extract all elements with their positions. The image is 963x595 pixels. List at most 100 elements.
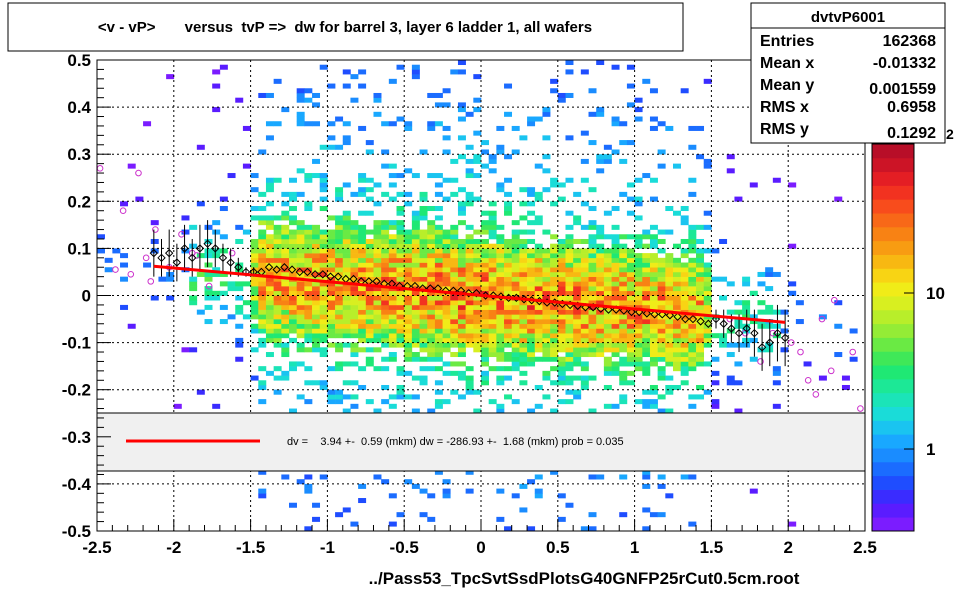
heat-cell xyxy=(565,69,574,75)
heat-cell xyxy=(519,201,528,207)
axes-layer: -2.5 -2 -1.5 -1 -0.5 0 0.5 1 1.5 2 2.5-0.5-0.4-0.3… xyxy=(62,51,877,557)
heat-cell xyxy=(542,356,551,362)
heat-cell xyxy=(358,300,367,306)
heat-cell xyxy=(319,182,328,188)
heat-cell xyxy=(281,286,290,292)
heat-cell xyxy=(388,253,397,259)
heat-cell xyxy=(511,323,520,329)
heat-cell xyxy=(504,154,513,160)
heat-cell xyxy=(726,168,735,174)
heat-cell xyxy=(680,248,689,254)
heat-cell xyxy=(496,286,505,292)
profile-point xyxy=(780,333,790,343)
heat-cell xyxy=(173,403,182,409)
heat-cell xyxy=(611,238,620,244)
outlier-point xyxy=(757,358,764,365)
heat-cell xyxy=(680,366,689,372)
heat-cell xyxy=(319,352,328,358)
heat-cell xyxy=(657,366,666,372)
heat-cell xyxy=(312,271,321,277)
heat-cell xyxy=(588,234,597,240)
heat-cell xyxy=(342,286,351,292)
heat-cell xyxy=(388,304,397,310)
heat-cell xyxy=(373,408,382,414)
heat-cell xyxy=(388,276,397,282)
heat-cell xyxy=(404,328,413,334)
heat-cell xyxy=(442,196,451,202)
heat-cell xyxy=(619,394,628,400)
heat-cell xyxy=(680,220,689,226)
heat-cell xyxy=(711,276,720,282)
heat-cell xyxy=(120,201,129,207)
heat-cell xyxy=(388,337,397,343)
heat-cell xyxy=(688,224,697,230)
heat-cell xyxy=(473,300,482,306)
colorbar-segment xyxy=(872,296,914,311)
heat-cell xyxy=(580,309,589,315)
heat-cell xyxy=(504,394,513,400)
heat-cell xyxy=(603,366,612,372)
heat-cell xyxy=(611,347,620,353)
heat-cell xyxy=(573,323,582,329)
heat-cell xyxy=(611,361,620,367)
x-tick-label: -1.5 xyxy=(236,538,265,557)
heat-cell xyxy=(504,337,513,343)
heat-cell xyxy=(381,220,390,226)
heat-cell xyxy=(427,516,436,522)
heat-cell xyxy=(150,295,159,301)
heat-cell xyxy=(289,177,297,183)
heat-cell xyxy=(289,281,297,287)
heat-cell xyxy=(450,238,459,244)
heat-cell xyxy=(312,314,321,320)
heat-cell xyxy=(442,102,451,108)
colorbar-segment xyxy=(872,157,914,173)
heat-cell xyxy=(849,356,858,362)
heat-cell xyxy=(388,163,397,169)
heat-cell xyxy=(304,234,313,240)
heat-cell xyxy=(588,271,597,277)
heat-cell xyxy=(381,163,390,169)
heat-cell xyxy=(580,304,589,310)
heat-cell xyxy=(511,352,520,358)
heat-cell xyxy=(565,309,574,315)
heat-cell xyxy=(665,323,674,329)
heat-cell xyxy=(281,257,290,263)
heat-cell xyxy=(312,333,321,339)
profile-point xyxy=(472,288,481,298)
heat-cell xyxy=(688,342,697,348)
heat-cell xyxy=(404,342,413,348)
heat-cell xyxy=(649,116,658,122)
heat-cell xyxy=(673,295,681,301)
heat-cell xyxy=(788,243,797,249)
heat-cell xyxy=(289,238,297,244)
heat-cell xyxy=(673,352,681,358)
heat-cell xyxy=(204,271,213,277)
heat-cell xyxy=(580,158,589,164)
heat-cell xyxy=(611,64,620,70)
heat-cell xyxy=(649,328,658,334)
heat-cell xyxy=(396,328,405,334)
heat-cell xyxy=(358,173,367,179)
heat-cell xyxy=(496,319,505,325)
heat-cell xyxy=(335,389,344,395)
heat-cell xyxy=(419,512,428,518)
heat-cell xyxy=(673,257,681,263)
outlier-point xyxy=(152,226,159,233)
heat-cell xyxy=(327,286,336,292)
heat-cell xyxy=(381,149,390,155)
heat-cell xyxy=(281,224,290,230)
heat-cell xyxy=(442,488,451,494)
heat-cell xyxy=(534,342,543,348)
heat-cell xyxy=(358,304,367,310)
heat-cell xyxy=(511,229,520,235)
heat-cell xyxy=(550,342,559,348)
heat-cell xyxy=(611,366,620,372)
heat-cell xyxy=(442,253,451,259)
heat-cell xyxy=(703,342,712,348)
heat-cell xyxy=(350,323,359,329)
heat-cell xyxy=(242,281,251,287)
heat-cell xyxy=(580,380,589,386)
heat-cell xyxy=(580,290,589,296)
heat-cell xyxy=(281,281,290,287)
heat-cell xyxy=(841,375,850,381)
